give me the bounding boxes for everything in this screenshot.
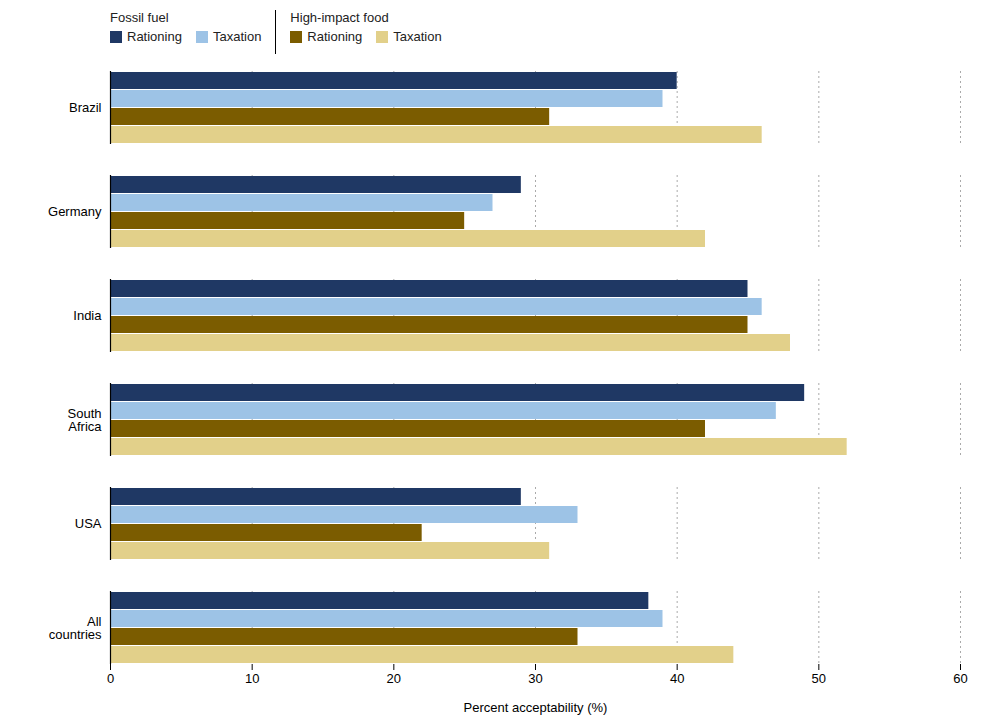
svg-text:50: 50 [812, 671, 826, 686]
svg-text:10: 10 [245, 671, 259, 686]
svg-text:Germany: Germany [48, 204, 102, 219]
html-text:Taxation: Taxation [212, 29, 262, 44]
svg-text:Brazil: Brazil [69, 100, 102, 115]
svg-text:SouthAfrica: SouthAfrica [68, 406, 103, 434]
svg-text:20: 20 [387, 671, 401, 686]
svg-text:30: 30 [528, 671, 542, 686]
html-text:Taxation: Taxation [393, 29, 442, 44]
html-text:Rationing: Rationing [307, 29, 363, 44]
svg-text:Percent acceptability (%): Percent acceptability (%) [464, 700, 608, 715]
svg-text:USA: USA [75, 516, 102, 531]
html-text:High-impact food: High-impact food [290, 10, 389, 25]
html-text:Fossil fuel: Fossil fuel [110, 10, 169, 25]
html-text:Rationing: Rationing [127, 29, 182, 44]
svg-text:40: 40 [670, 671, 684, 686]
svg-text:60: 60 [953, 671, 967, 686]
svg-text:0: 0 [107, 671, 114, 686]
svg-text:India: India [73, 308, 102, 323]
svg-text:Allcountries: Allcountries [49, 614, 102, 642]
